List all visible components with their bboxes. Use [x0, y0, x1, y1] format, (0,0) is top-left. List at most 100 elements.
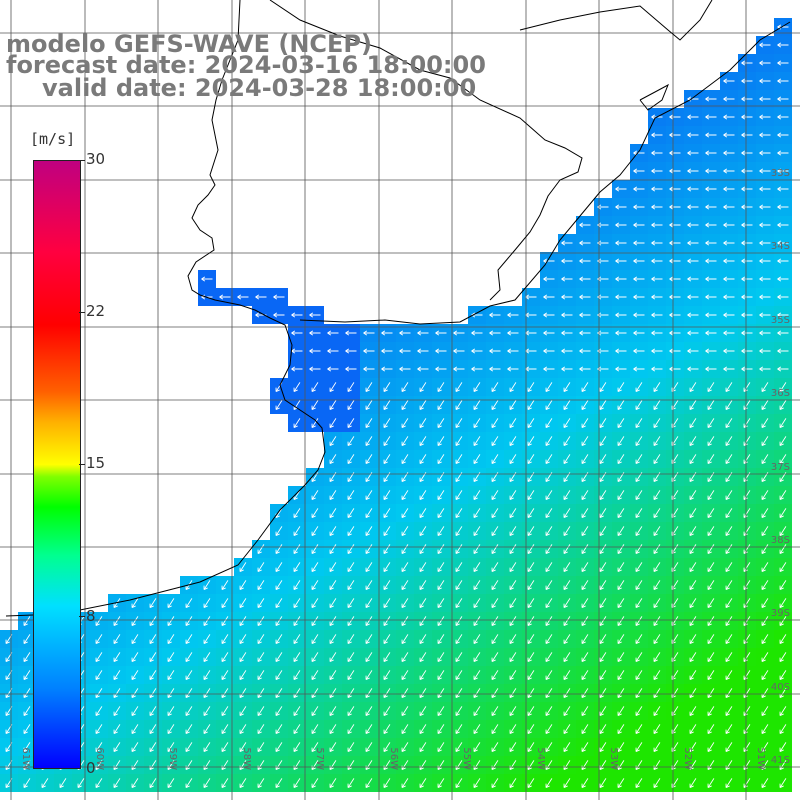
wind-arrow: [545, 760, 553, 771]
wind-arrow: [257, 562, 265, 573]
wind-arrow: [437, 706, 445, 717]
wind-arrow: [131, 634, 139, 645]
wind-arrow: [437, 562, 445, 573]
wind-arrow: [347, 670, 355, 681]
wind-arrow: [777, 204, 789, 210]
wind-arrow: [777, 312, 789, 318]
wind-arrow: [707, 382, 715, 393]
wind-arrow: [687, 366, 699, 372]
wind-arrow: [167, 724, 175, 735]
wind-arrow: [347, 598, 355, 609]
wind-arrow: [651, 240, 663, 246]
wind-arrow: [293, 706, 301, 717]
wind-arrow: [345, 366, 357, 372]
wind-arrow: [779, 580, 787, 591]
wind-arrow: [437, 760, 445, 771]
wind-arrow: [633, 258, 645, 264]
wind-arrow: [545, 580, 553, 591]
wind-arrow: [95, 778, 103, 789]
wind-arrow: [653, 634, 661, 645]
wind-arrow: [293, 670, 301, 681]
wind-arrow: [455, 382, 463, 393]
wind-arrow: [761, 490, 769, 501]
wind-arrow: [131, 670, 139, 681]
wind-arrow: [471, 366, 483, 372]
wind-arrow: [705, 222, 717, 228]
wind-arrow: [491, 742, 499, 753]
wind-arrow: [131, 724, 139, 735]
wind-arrow: [705, 114, 717, 120]
wind-arrow: [489, 330, 501, 336]
wind-arrow: [257, 580, 265, 591]
wind-arrow: [23, 652, 31, 663]
wind-arrow: [419, 454, 427, 465]
wind-arrow: [563, 760, 571, 771]
wind-arrow: [149, 724, 157, 735]
wind-arrow: [437, 598, 445, 609]
wind-arrow: [653, 544, 661, 555]
wind-arrow: [311, 778, 319, 789]
wind-arrow: [203, 742, 211, 753]
longitude-label: 55W: [461, 747, 472, 770]
wind-arrow: [329, 526, 337, 537]
wind-arrow: [725, 580, 733, 591]
wind-arrow: [329, 544, 337, 555]
wind-arrow: [347, 634, 355, 645]
wind-arrow: [723, 222, 735, 228]
wind-arrow: [617, 382, 625, 393]
wind-arrow: [419, 508, 427, 519]
wind-arrow: [561, 258, 573, 264]
wind-arrow: [365, 778, 373, 789]
wind-arrow: [347, 652, 355, 663]
wind-arrow: [329, 652, 337, 663]
wind-arrow: [185, 778, 193, 789]
wind-arrow: [327, 366, 339, 372]
wind-arrow: [329, 436, 337, 447]
wind-arrow: [617, 562, 625, 573]
wind-arrow: [23, 760, 31, 771]
wind-arrow: [293, 418, 301, 429]
wind-arrow: [455, 580, 463, 591]
wind-arrow: [363, 348, 375, 354]
wind-arrow: [507, 330, 519, 336]
wind-arrow: [777, 294, 789, 300]
coastline-interior: [269, 0, 583, 301]
wind-arrow: [723, 348, 735, 354]
wind-arrow: [689, 544, 697, 555]
wind-arrow: [293, 652, 301, 663]
wind-arrow: [635, 562, 643, 573]
wind-arrow: [653, 778, 661, 789]
wind-arrow: [563, 670, 571, 681]
wind-arrow: [329, 598, 337, 609]
wind-arrow: [545, 616, 553, 627]
wind-arrow: [381, 330, 393, 336]
wind-arrow: [491, 616, 499, 627]
wind-arrow: [635, 760, 643, 771]
wind-arrow: [149, 706, 157, 717]
latitude-label: 40S: [771, 682, 790, 693]
wind-arrow: [509, 382, 517, 393]
wind-arrow: [707, 436, 715, 447]
wind-arrow: [527, 436, 535, 447]
wind-arrow: [617, 760, 625, 771]
wind-arrow: [581, 580, 589, 591]
wind-arrow: [545, 634, 553, 645]
wind-arrow: [741, 222, 753, 228]
wind-arrow: [455, 778, 463, 789]
wind-arrow: [401, 724, 409, 735]
wind-arrow: [777, 258, 789, 264]
wind-arrow: [293, 526, 301, 537]
wind-arrow: [725, 436, 733, 447]
wind-arrow: [437, 508, 445, 519]
wind-arrow: [527, 508, 535, 519]
wind-arrow: [545, 742, 553, 753]
wind-arrow: [777, 96, 789, 102]
wind-arrow: [363, 366, 375, 372]
wind-arrow: [473, 652, 481, 663]
wind-arrow: [563, 706, 571, 717]
latitude-label: 36S: [771, 388, 790, 399]
wind-arrow: [761, 580, 769, 591]
wind-arrow: [669, 222, 681, 228]
wind-arrow: [293, 382, 301, 393]
